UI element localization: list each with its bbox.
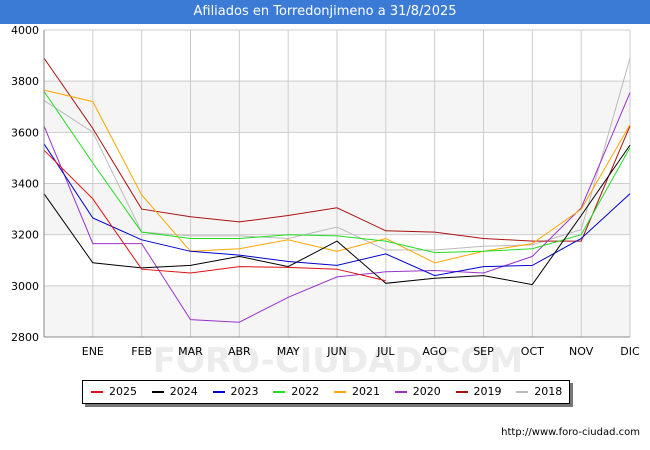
- watermark-text: FORO-CIUDAD.COM: [153, 341, 524, 381]
- series-line-2025: [43, 149, 386, 282]
- x-tick-label: AGO: [422, 345, 447, 358]
- x-tick-label: MAR: [178, 345, 203, 358]
- legend-item-2020: 2020: [389, 381, 450, 403]
- legend-label: 2021: [352, 385, 380, 398]
- x-tick-label: FEB: [131, 345, 152, 358]
- legend-swatch: [334, 391, 346, 393]
- legend-swatch: [455, 391, 468, 393]
- legend-item-2022: 2022: [267, 381, 328, 403]
- legend-item-2021: 2021: [328, 381, 389, 403]
- legend-swatch: [151, 391, 164, 393]
- x-tick-label: OCT: [521, 345, 544, 358]
- title-bar: [0, 0, 650, 24]
- y-tick-label: 3000: [11, 280, 39, 293]
- x-tick-label: ABR: [228, 345, 251, 358]
- y-tick-label: 3800: [11, 75, 39, 88]
- legend-item-2024: 2024: [146, 381, 207, 403]
- legend-swatch: [212, 391, 225, 393]
- footer-url: http://www.foro-ciudad.com: [501, 427, 640, 438]
- legend: 2025 2024 2023 2022 2021 2020 2019 2018: [82, 380, 570, 404]
- legend-label: 2020: [412, 385, 441, 398]
- legend-swatch: [516, 391, 529, 393]
- x-tick-label: NOV: [569, 345, 594, 358]
- legend-label: 2024: [169, 385, 198, 398]
- y-tick-label: 2800: [11, 331, 39, 344]
- x-tick-label: DIC: [620, 345, 640, 358]
- legend-swatch: [91, 391, 103, 393]
- series-line-2019: [43, 57, 631, 242]
- legend-swatch: [394, 391, 407, 393]
- legend-item-2025: 2025: [85, 381, 146, 403]
- x-tick-label: ENE: [82, 345, 104, 358]
- x-tick-label: MAY: [277, 345, 300, 358]
- legend-label: 2023: [230, 385, 259, 398]
- series-line-2020: [43, 92, 631, 323]
- legend-label: 2019: [473, 385, 502, 398]
- y-tick-label: 3200: [11, 229, 39, 242]
- y-tick-label: 3600: [11, 126, 39, 139]
- legend-label: 2018: [534, 385, 563, 398]
- series-line-2021: [43, 89, 631, 264]
- series-line-2023: [43, 143, 631, 277]
- legend-item-2019: 2019: [450, 381, 511, 403]
- series-line-2022: [43, 91, 631, 254]
- y-tick-label: 4000: [11, 24, 39, 37]
- legend-item-2018: 2018: [510, 381, 571, 403]
- legend-label: 2022: [291, 385, 320, 398]
- legend-item-2023: 2023: [207, 381, 268, 403]
- legend-label: 2025: [109, 385, 137, 398]
- y-tick-label: 3400: [11, 178, 39, 191]
- x-tick-label: SEP: [473, 345, 494, 358]
- chart-title: Afiliados en Torredonjimeno a 31/8/2025: [193, 4, 457, 19]
- x-tick-label: JUN: [326, 345, 347, 358]
- series-line-2024: [43, 144, 631, 286]
- x-tick-label: JUL: [376, 345, 395, 358]
- legend-swatch: [273, 391, 286, 393]
